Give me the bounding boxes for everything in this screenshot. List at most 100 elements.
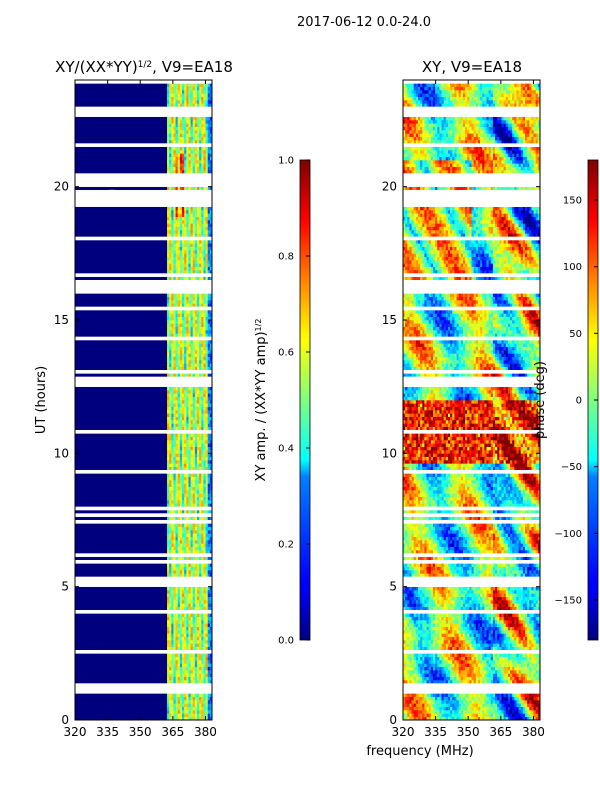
amp-cell — [175, 406, 179, 411]
amp-cell — [179, 526, 183, 531]
phase-cell — [430, 613, 434, 617]
amp-cell — [182, 340, 185, 344]
amp-cell — [173, 330, 176, 334]
phase-cell — [535, 673, 539, 677]
phase-cell — [469, 663, 472, 667]
amp-cell — [184, 223, 187, 227]
amp-cell — [190, 503, 194, 507]
phase-cell — [432, 673, 436, 677]
amp-flag-row — [75, 470, 212, 474]
amp-cell — [199, 300, 202, 304]
amp-cell — [199, 423, 202, 427]
amp-cell — [194, 260, 198, 264]
phase-cell — [407, 693, 410, 697]
amp-cell — [177, 263, 181, 267]
amp-cell — [192, 510, 196, 514]
phase-cell — [447, 646, 451, 651]
phase-cell — [518, 633, 522, 637]
amp-cell — [173, 626, 176, 631]
amp-cell — [167, 450, 170, 454]
amp-cell — [177, 96, 181, 101]
amp-cell — [167, 310, 170, 314]
amp-cell — [199, 340, 202, 344]
amp-cell — [186, 423, 189, 427]
amp-cell — [173, 496, 176, 501]
amp-cell — [207, 530, 211, 534]
amp-cell — [194, 313, 198, 317]
phase-cell — [482, 620, 485, 624]
amp-cell — [177, 556, 181, 561]
phase-cell — [522, 703, 526, 707]
amp-cell — [173, 160, 176, 164]
amp-cell — [209, 206, 212, 211]
amp-cell — [194, 163, 198, 167]
phase-cell — [452, 636, 455, 641]
amp-cell — [194, 296, 198, 301]
amp-cell — [167, 300, 170, 304]
phase-cell — [411, 703, 415, 707]
amp-cell — [190, 606, 194, 611]
amp-cell — [190, 346, 194, 351]
amp-cell — [205, 523, 209, 527]
phase-cell — [514, 640, 517, 644]
amp-cell — [167, 573, 170, 577]
amp-cell — [173, 240, 176, 244]
phase-cell — [490, 643, 494, 647]
amp-cell — [188, 293, 191, 297]
amp-cell — [192, 640, 196, 644]
amp-cell — [192, 480, 196, 484]
amp-cell — [177, 630, 181, 634]
amp-cell — [184, 456, 187, 461]
phase-cell — [458, 693, 462, 697]
amp-cell — [199, 446, 202, 451]
amp-cell — [188, 436, 191, 441]
amp-cell — [175, 716, 179, 720]
phase-cell — [454, 676, 457, 681]
amp-cell — [199, 636, 202, 641]
phase-cell — [490, 630, 494, 634]
amp-cell — [182, 390, 185, 394]
phase-cell — [533, 643, 537, 647]
amp-cell — [182, 323, 185, 327]
phase-cell — [467, 623, 470, 627]
phase-cell — [477, 680, 481, 684]
amp-cell — [167, 710, 170, 714]
amp-cell — [192, 130, 196, 134]
amp-cell — [186, 150, 189, 154]
phase-cell — [432, 663, 436, 667]
amp-cell — [207, 83, 211, 87]
phase-cell — [473, 706, 477, 711]
phase-cell — [512, 636, 515, 641]
phase-cell — [471, 673, 474, 677]
phase-cell — [417, 696, 421, 701]
amp-cell — [171, 486, 174, 491]
amp-cell — [186, 693, 189, 697]
amp-cell — [171, 333, 174, 337]
amp-cell — [179, 696, 183, 701]
amp-cell — [186, 296, 189, 301]
amp-cell — [190, 413, 194, 417]
amp-cell — [197, 216, 200, 221]
amp-cell — [167, 416, 170, 421]
amp-cell — [186, 123, 189, 127]
phase-cell — [503, 653, 507, 657]
phase-cell — [411, 700, 415, 704]
amp-cell — [177, 703, 181, 707]
amp-cell — [197, 543, 200, 547]
amp-cell — [175, 330, 179, 334]
amp-cell — [186, 103, 189, 107]
amp-cell — [184, 406, 187, 411]
phase-cell — [492, 696, 496, 701]
amp-cell — [197, 323, 200, 327]
amp-cell — [182, 250, 185, 254]
amp-cell — [167, 530, 170, 534]
phase-cell — [522, 616, 526, 621]
amp-cell — [177, 146, 181, 151]
amp-flag-row — [75, 650, 212, 654]
phase-cell — [486, 693, 489, 697]
amp-cell — [175, 240, 179, 244]
phase-cell — [443, 676, 447, 681]
amp-cell — [175, 526, 179, 531]
amp-cell — [209, 270, 212, 274]
phase-cell — [407, 660, 410, 664]
